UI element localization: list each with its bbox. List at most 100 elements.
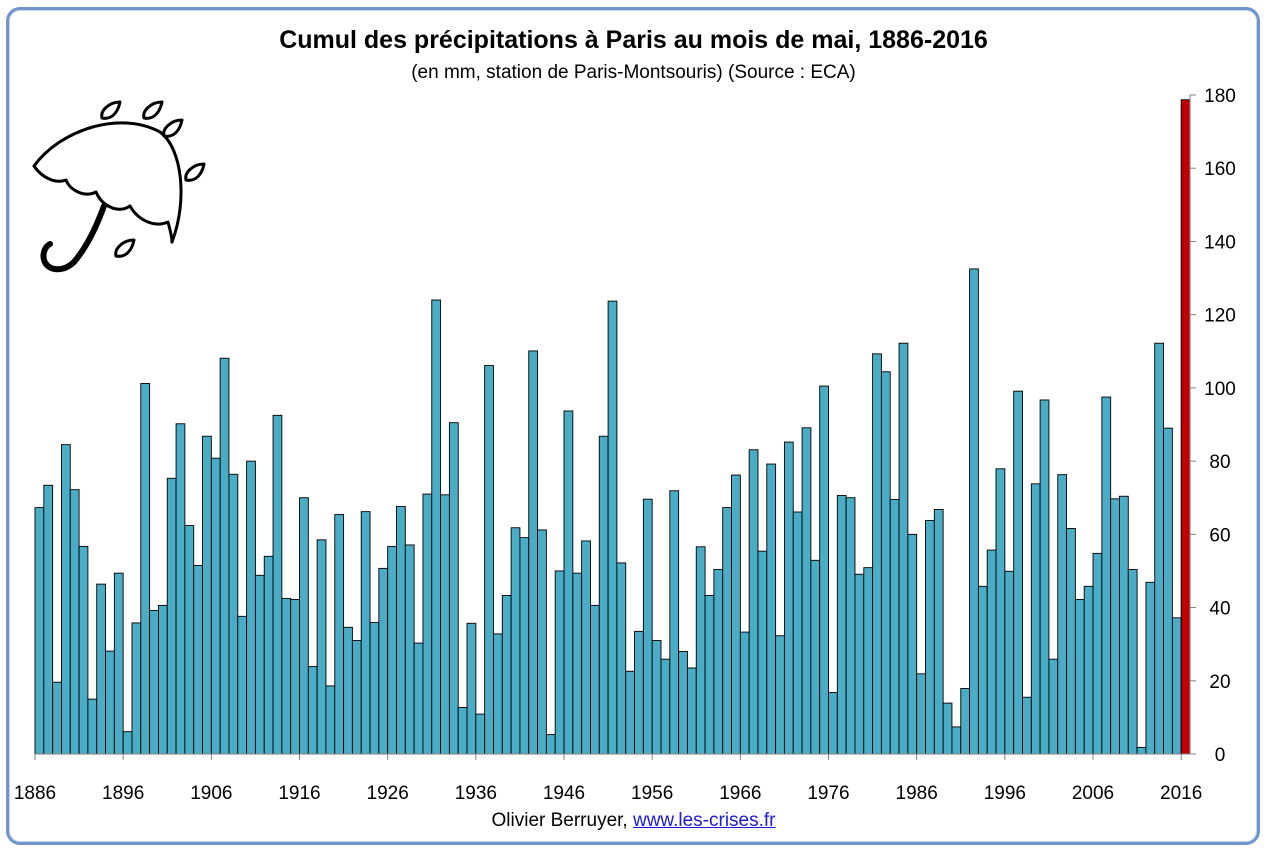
bar-1887	[43, 484, 54, 755]
bar-1924	[369, 622, 380, 755]
bar-1941	[519, 537, 530, 755]
bar-1957	[660, 658, 671, 755]
bar-2003	[1066, 528, 1076, 755]
bar-1911	[254, 574, 265, 755]
bar-1966	[739, 631, 750, 755]
x-tick-label: 1936	[455, 783, 497, 804]
y-tick-label: 60	[1209, 525, 1230, 546]
bar-1991	[960, 688, 971, 755]
bar-1984	[898, 342, 909, 755]
bar-1899	[149, 610, 159, 755]
bar-1990	[951, 726, 962, 755]
bar-1983	[889, 499, 900, 755]
x-tick-label: 1976	[807, 783, 849, 804]
bar-1999	[1030, 483, 1041, 755]
bar-1902	[175, 423, 186, 755]
bar-1995	[995, 468, 1006, 755]
bar-1992	[969, 268, 979, 755]
bar-1996	[1004, 570, 1015, 755]
bar-1962	[704, 595, 715, 755]
bar-2011	[1136, 746, 1147, 755]
source-link[interactable]: www.les-crises.fr	[632, 810, 776, 831]
bar-2016	[1180, 99, 1191, 755]
bar-series	[34, 99, 1191, 755]
bar-1930	[422, 493, 433, 755]
bar-2001	[1048, 658, 1059, 755]
bar-2005	[1083, 585, 1094, 755]
chart-footer: Olivier Berruyer, www.les-crises.fr	[0, 810, 1267, 832]
bar-1916	[299, 497, 309, 755]
bar-1888	[52, 681, 62, 755]
bar-1901	[166, 477, 177, 755]
bar-1979	[854, 573, 865, 755]
bar-1958	[669, 490, 680, 755]
y-tick-label: 140	[1204, 232, 1236, 253]
bar-1893	[96, 583, 106, 755]
bar-1961	[695, 546, 706, 755]
bar-1986	[916, 673, 926, 755]
bar-1963	[713, 569, 724, 755]
x-tick-label: 1926	[367, 783, 409, 804]
y-tick-label: 180	[1204, 86, 1236, 107]
bar-1886	[34, 507, 45, 755]
x-tick-label: 1956	[631, 783, 673, 804]
bar-1947	[572, 572, 583, 755]
bar-1974	[810, 559, 821, 755]
bar-1905	[202, 435, 212, 755]
bar-1939	[501, 595, 512, 755]
bar-1932	[440, 494, 450, 755]
bar-1953	[625, 670, 635, 755]
bar-1896	[122, 731, 133, 755]
x-tick-label: 1986	[896, 783, 938, 804]
x-tick-label: 1916	[278, 783, 320, 804]
bar-2004	[1074, 599, 1085, 755]
bar-2006	[1092, 552, 1103, 755]
bar-2000	[1039, 399, 1050, 755]
y-tick-label: 160	[1204, 159, 1236, 180]
bar-1971	[783, 441, 794, 755]
bar-1906	[210, 457, 221, 755]
bar-1970	[775, 635, 785, 755]
x-tick-label: 1946	[543, 783, 585, 804]
y-tick-label: 120	[1204, 306, 1236, 327]
bar-1892	[87, 698, 98, 755]
bar-2008	[1110, 498, 1120, 755]
bar-1891	[78, 545, 89, 755]
bar-1938	[493, 633, 503, 755]
bar-1908	[228, 473, 239, 755]
bar-1954	[634, 630, 644, 755]
bar-1922	[351, 640, 362, 755]
bar-1898	[140, 383, 151, 755]
bar-1927	[396, 506, 406, 755]
bar-1965	[731, 474, 741, 755]
bar-1994	[986, 549, 997, 755]
x-tick-label: 1896	[102, 783, 144, 804]
bar-1940	[510, 527, 521, 755]
y-tick-label: 100	[1204, 379, 1236, 400]
bar-1919	[325, 685, 336, 755]
bar-1917	[307, 666, 318, 755]
bar-1945	[554, 570, 565, 755]
x-tick-label: 2016	[1160, 783, 1202, 804]
bar-1915	[290, 599, 300, 755]
bar-1943	[537, 529, 547, 755]
bar-1895	[113, 572, 124, 755]
bar-2010	[1127, 569, 1138, 755]
bar-1909	[237, 615, 248, 755]
bar-1937	[484, 365, 494, 755]
bar-1936	[475, 713, 486, 755]
bar-1987	[925, 519, 935, 755]
chart-title: Cumul des précipitations à Paris au mois…	[279, 26, 988, 54]
bar-1977	[836, 495, 847, 755]
bar-2014	[1163, 427, 1173, 755]
bar-2002	[1057, 474, 1068, 755]
bar-1988	[933, 508, 944, 755]
bar-1935	[466, 622, 477, 755]
bar-2015	[1171, 617, 1182, 755]
bar-1929	[413, 642, 424, 755]
bar-1980	[863, 567, 874, 755]
bar-2013	[1154, 342, 1164, 755]
bar-1920	[334, 514, 345, 755]
bar-1982	[880, 371, 891, 755]
bar-1921	[343, 626, 353, 755]
